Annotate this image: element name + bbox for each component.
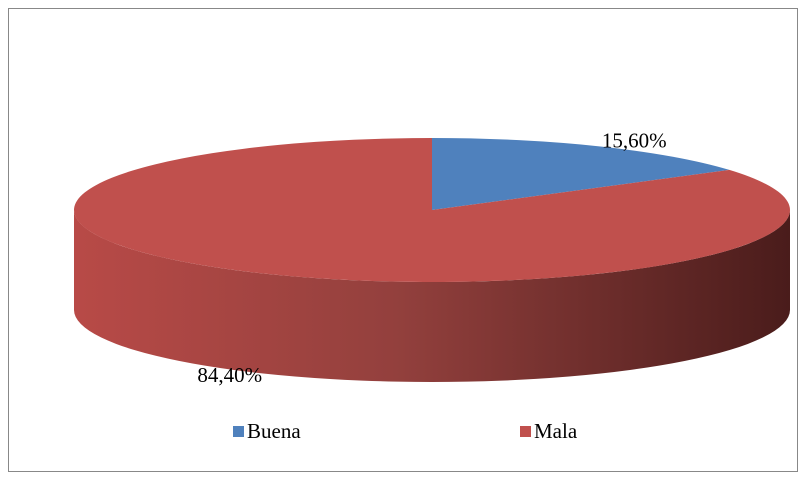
pie-slice	[73, 138, 791, 282]
pie-slice	[432, 138, 730, 210]
legend-swatch	[520, 426, 531, 437]
legend-swatch	[233, 426, 244, 437]
legend-label: Mala	[534, 419, 578, 443]
legend-label: Buena	[247, 419, 301, 443]
data-label: 84,40%	[197, 363, 262, 387]
pie-side	[74, 210, 790, 382]
data-label: 15,60%	[602, 128, 667, 152]
